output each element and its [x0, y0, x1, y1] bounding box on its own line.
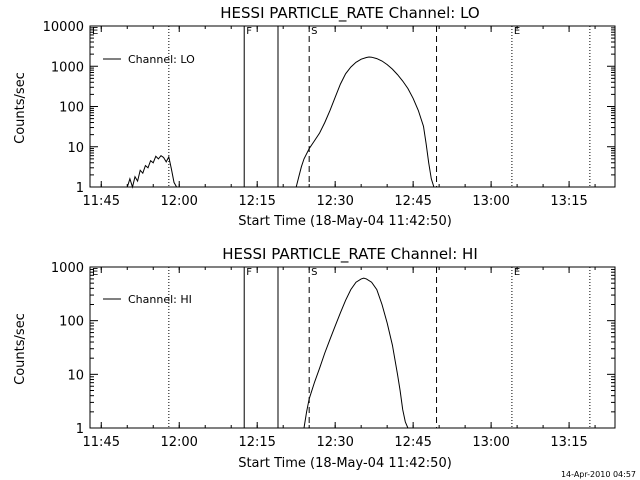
marker-label-E-hi: E: [92, 267, 98, 278]
y-tick-label-hi: 100: [59, 315, 84, 330]
series-line-hi: [303, 277, 409, 429]
x-tick-label-hi: 12:45: [394, 435, 431, 450]
x-tick-label-hi: 12:00: [160, 435, 197, 450]
x-tick-label-lo: 13:15: [550, 194, 587, 209]
x-tick-label-hi: 13:00: [472, 435, 509, 450]
x-tick-label-lo: 12:45: [394, 194, 431, 209]
y-axis-label-lo: Counts/sec: [13, 72, 28, 144]
x-axis-label-hi: Start Time (18-May-04 11:42:50): [238, 456, 452, 471]
footer-timestamp: 14-Apr-2010 04:57: [561, 470, 636, 479]
x-tick-label-lo: 11:45: [83, 194, 120, 209]
marker-label-E-hi: E: [514, 267, 520, 278]
chart-title-hi: HESSI PARTICLE_RATE Channel: HI: [222, 245, 478, 264]
x-tick-label-lo: 12:00: [160, 194, 197, 209]
y-tick-label-lo: 100: [59, 101, 84, 116]
series-line-lo: [295, 56, 435, 188]
y-tick-label-hi: 1000: [51, 261, 84, 276]
y-tick-label-hi: 1: [76, 422, 84, 437]
marker-label-F-lo: F: [246, 26, 252, 37]
marker-label-F-hi: F: [246, 267, 252, 278]
y-axis-label-hi: Counts/sec: [13, 313, 28, 385]
x-tick-label-hi: 13:15: [550, 435, 587, 450]
x-tick-label-hi: 11:45: [83, 435, 120, 450]
marker-label-S-hi: S: [311, 267, 317, 278]
legend-label-lo: Channel: LO: [128, 53, 195, 66]
y-tick-label-lo: 10000: [43, 20, 84, 35]
plot-frame-hi: [89, 266, 616, 429]
y-tick-label-hi: 10: [67, 368, 84, 383]
marker-label-E-lo: E: [514, 26, 520, 37]
x-tick-label-lo: 12:15: [238, 194, 275, 209]
x-tick-label-hi: 12:30: [316, 435, 353, 450]
x-tick-label-lo: 13:00: [472, 194, 509, 209]
marker-label-E-lo: E: [92, 26, 98, 37]
x-axis-label-lo: Start Time (18-May-04 11:42:50): [238, 214, 452, 229]
series-line-lo: [126, 155, 178, 189]
marker-label-S-lo: S: [311, 26, 317, 37]
y-tick-label-lo: 1000: [51, 60, 84, 75]
x-tick-label-hi: 12:15: [238, 435, 275, 450]
y-tick-label-lo: 10: [67, 141, 84, 156]
chart-title-lo: HESSI PARTICLE_RATE Channel: LO: [220, 4, 479, 23]
legend-label-hi: Channel: HI: [128, 293, 192, 306]
x-tick-label-lo: 12:30: [316, 194, 353, 209]
y-tick-label-lo: 1: [76, 181, 84, 196]
